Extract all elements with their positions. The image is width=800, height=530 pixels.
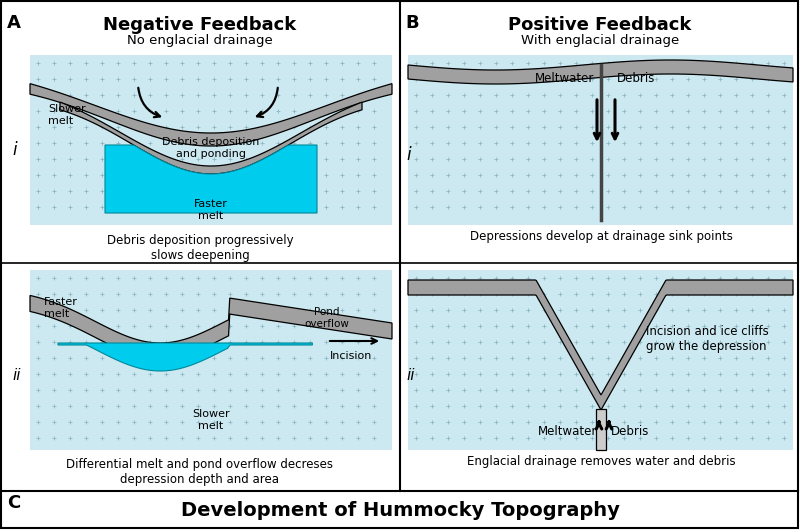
Polygon shape [408,280,793,410]
Polygon shape [30,295,392,359]
Bar [408,270,793,450]
Text: Slower
melt: Slower melt [48,104,86,126]
Polygon shape [30,84,392,146]
Text: Debris deposition progressively
slows deepening: Debris deposition progressively slows de… [106,234,294,262]
Text: Debris: Debris [617,72,655,85]
Bar [30,270,392,450]
Text: Development of Hummocky Topography: Development of Hummocky Topography [181,501,619,520]
Text: Meltwater: Meltwater [538,425,597,438]
Text: ii: ii [12,367,21,383]
Polygon shape [60,102,362,174]
Text: Negative Feedback: Negative Feedback [103,16,297,34]
Text: With englacial drainage: With englacial drainage [521,34,679,47]
Text: Faster
melt: Faster melt [194,199,228,221]
Text: Differential melt and pond overflow decreses
depression depth and area: Differential melt and pond overflow decr… [66,458,334,486]
Text: Englacial drainage removes water and debris: Englacial drainage removes water and deb… [466,455,735,468]
Polygon shape [58,343,312,371]
Text: i: i [406,146,410,164]
Text: Debris: Debris [611,425,650,438]
Text: Meltwater: Meltwater [534,72,594,85]
Polygon shape [105,145,317,213]
Text: i: i [12,141,17,159]
Text: Depressions develop at drainage sink points: Depressions develop at drainage sink poi… [470,230,733,243]
Text: B: B [405,14,418,32]
Text: Debris deposition
and ponding: Debris deposition and ponding [162,137,260,159]
Text: C: C [7,494,20,512]
Text: Incision and ice cliffs
grow the depression: Incision and ice cliffs grow the depress… [646,325,769,353]
Polygon shape [408,60,793,84]
Text: Positive Feedback: Positive Feedback [508,16,692,34]
Text: Slower
melt: Slower melt [192,409,230,431]
Bar [408,55,793,225]
Text: ii: ii [406,367,414,383]
Text: No englacial drainage: No englacial drainage [127,34,273,47]
Bar [596,409,606,450]
Bar [30,55,392,225]
Text: Incision: Incision [330,351,372,361]
Text: Pond
overflow: Pond overflow [305,307,350,329]
Text: Faster
melt: Faster melt [44,297,78,319]
Text: A: A [7,14,21,32]
